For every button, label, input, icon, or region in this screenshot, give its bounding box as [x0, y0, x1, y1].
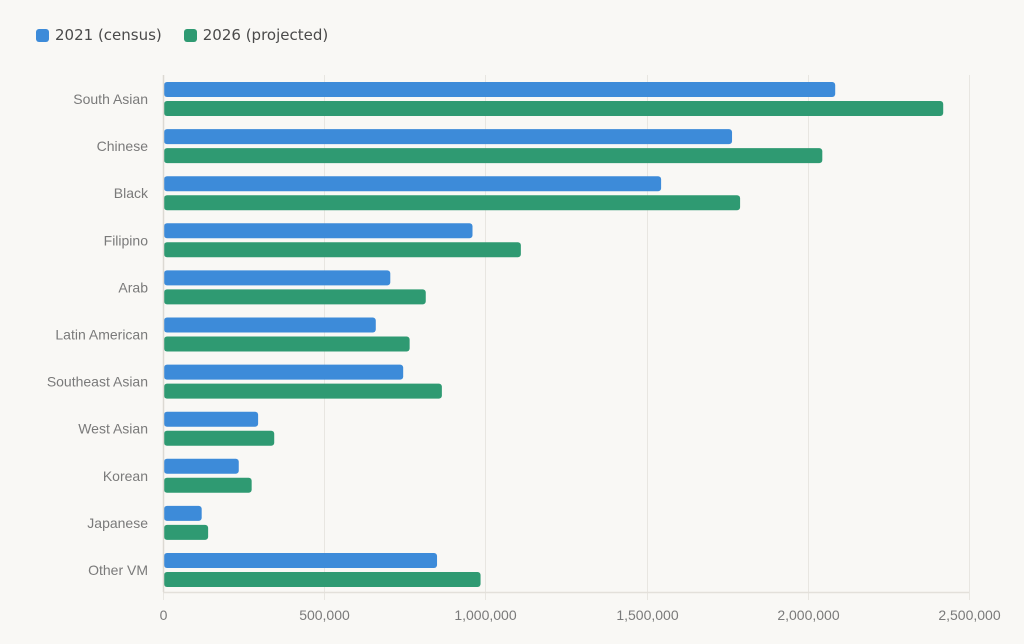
tick-labels: 0 500,000 1,000,000 1,500,000 2,000,000 2,500…: [160, 607, 1001, 623]
bar-2026-arab[interactable]: [164, 289, 426, 305]
bar-2021-west-asian[interactable]: [164, 411, 259, 427]
category-label: Chinese: [97, 138, 149, 154]
x-tick-label: 2,500,000: [938, 607, 1000, 623]
bar-2026-korean[interactable]: [164, 477, 252, 493]
category-label: Latin American: [55, 327, 148, 343]
x-tick-label: 0: [160, 607, 168, 623]
legend-swatch-2026: [183, 28, 197, 42]
axes: [162, 75, 969, 594]
legend-label-2021: 2021 (census): [55, 26, 162, 44]
x-tick-label: 500,000: [299, 607, 350, 623]
bar-2021-chinese[interactable]: [164, 129, 733, 145]
bar-2026-other-vm[interactable]: [164, 572, 481, 587]
legend-label-2026: 2026 (projected): [202, 26, 329, 44]
category-label: Korean: [103, 468, 148, 484]
bar-2021-latin-american[interactable]: [164, 317, 376, 333]
bar-2026-chinese[interactable]: [164, 148, 823, 164]
bar-2021-arab[interactable]: [164, 270, 391, 286]
legend-item-2026[interactable]: 2026 (projected): [183, 26, 329, 44]
bar-2021-other-vm[interactable]: [164, 553, 438, 568]
x-tick-label: 2,000,000: [777, 607, 839, 623]
category-label: Black: [114, 185, 149, 201]
x-tick-label: 1,000,000: [454, 607, 516, 623]
category-label: Japanese: [87, 515, 148, 531]
bar-2021-black[interactable]: [164, 176, 662, 192]
x-tick-label: 1,500,000: [616, 607, 678, 623]
bar-2021-korean[interactable]: [164, 458, 239, 474]
category-label: Other VM: [88, 562, 148, 578]
chart-legend: 2021 (census) 2026 (projected): [36, 26, 328, 44]
category-label: Southeast Asian: [47, 374, 148, 390]
legend-item-2021[interactable]: 2021 (census): [36, 26, 162, 44]
bar-2026-west-asian[interactable]: [164, 430, 275, 446]
category-label: Filipino: [104, 232, 149, 248]
bar-2026-japanese[interactable]: [164, 524, 209, 540]
legend-swatch-2021: [36, 28, 49, 42]
category-label: Arab: [118, 279, 148, 295]
bar-2021-southeast-asian[interactable]: [164, 364, 404, 380]
category-label: West Asian: [78, 421, 148, 437]
category-labels: South Asian Chinese Black Filipino Arab Latin…: [47, 91, 149, 578]
bar-2026-south-asian[interactable]: [164, 101, 944, 116]
bar-2026-latin-american[interactable]: [164, 336, 410, 352]
bar-2026-southeast-asian[interactable]: [164, 383, 442, 399]
bar-2021-filipino[interactable]: [164, 223, 473, 239]
category-label: South Asian: [73, 91, 148, 107]
bars: [164, 82, 944, 587]
bar-2026-filipino[interactable]: [164, 242, 521, 258]
bar-2021-south-asian[interactable]: [164, 82, 836, 97]
bar-2026-black[interactable]: [164, 195, 741, 211]
bar-2021-japanese[interactable]: [164, 505, 202, 521]
